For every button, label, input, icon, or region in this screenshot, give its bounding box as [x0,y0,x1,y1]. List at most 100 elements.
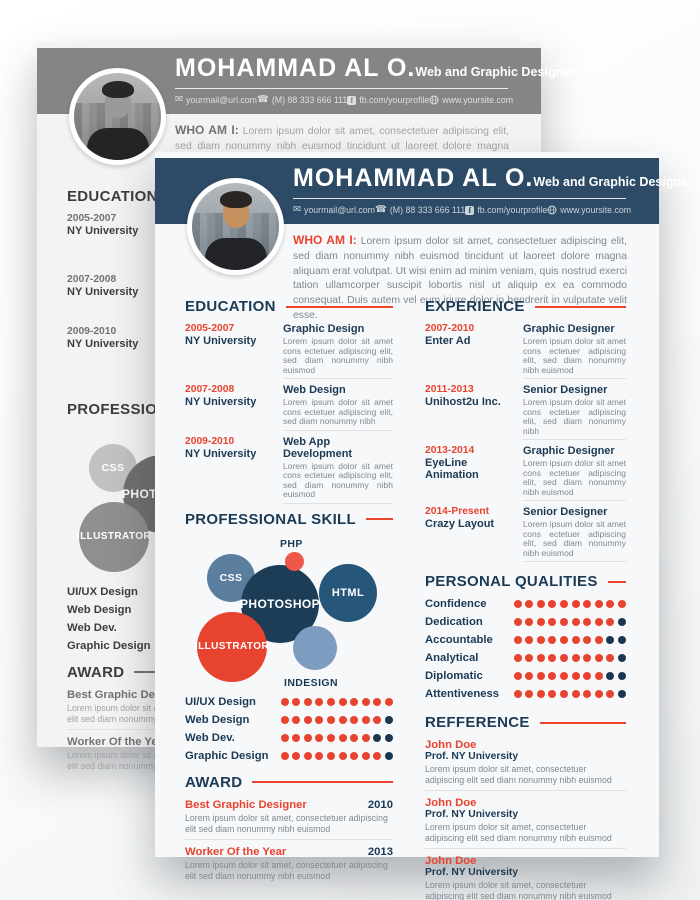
contact-phone: ☎ (M) 88 333 666 111 [375,205,465,215]
experience-years: 2014-Present [425,506,490,518]
education-school: NY University [185,447,257,460]
contact-email-text: yourmail@url.com [185,95,257,105]
quality-dots [513,690,626,699]
candidate-name: MOHAMMAD AL O. [175,54,416,82]
quality-row: Attentiveness [425,688,626,700]
rating-dot-filled [315,715,324,724]
rating-dot-filled [350,733,359,742]
section-rule [534,305,626,308]
rating-dot-filled [571,600,580,609]
education-section-header: EDUCATION [185,298,393,315]
resume-page: MOHAMMAD AL O. Web and Graphic Designer … [155,152,693,900]
award-name: Best Graphic Designer [185,798,307,811]
rating-dot-filled [560,600,569,609]
award-section-header: AWARD [185,774,393,791]
photo-person-shirt [86,128,149,160]
rating-dot-filled [361,733,370,742]
education-years: 2007-2008 [185,384,235,396]
rating-dot-filled [327,733,336,742]
education-school: NY University [185,396,257,409]
rating-dot-filled [583,636,592,645]
photo-person-head [101,80,134,118]
rating-dot-filled [303,697,312,706]
rating-dot-filled [513,636,522,645]
rating-dot-filled [303,751,312,760]
experience-text: Lorem ipsum dolor sit amet cons ectetuer… [523,458,626,497]
header-main: MOHAMMAD AL O. Web and Graphic Designer … [293,164,693,215]
education-school: NY University [67,286,139,299]
rating-dot-empty [385,733,393,742]
rating-dot-filled [513,672,522,681]
skills-title: PROFESSIONAL SKILL [185,510,356,528]
rating-dot-filled [560,636,569,645]
rating-dot-filled [350,715,359,724]
experience-text: Lorem ipsum dolor sit amet cons ectetuer… [523,397,626,436]
experience-position: Senior Designer [523,506,608,519]
experience-entry: 2007-2010 Enter Ad Graphic Designer Lore… [425,323,626,384]
rating-dot-filled [583,618,592,627]
contact-email: ✉ yourmail@url.com [293,205,375,215]
skill-rating-row: Graphic Design [185,750,393,762]
quality-dots [513,618,626,627]
section-rule [607,580,626,583]
rating-dot-filled [594,690,603,699]
rating-dot-filled [583,654,592,663]
contact-phone-text: (M) 88 333 666 111 [389,205,466,215]
rating-dot-filled [594,636,603,645]
reference-section-header: REFFERENCE [425,714,626,731]
quality-row: Accountable [425,634,626,646]
skill-bubble-php [285,551,304,571]
contact-facebook-text: fb.com/yourprofile [477,205,548,215]
rating-dot-filled [513,600,522,609]
education-degree: Web App Development [283,435,353,460]
quality-row: Confidence [425,598,626,610]
experience-company: EyeLine Animation [425,457,479,482]
experience-position: Graphic Designer [523,323,615,335]
rating-dot-filled [385,697,393,706]
facebook-icon: f [347,95,357,105]
rating-dot-filled [280,751,289,760]
rating-dot-filled [373,697,382,706]
reference-name: John Doe [425,797,477,810]
experience-position: Senior Designer [523,384,608,397]
reference-entry: John Doe Prof. NY University Lorem ipsum… [425,797,626,850]
qualities-section-header: PERSONAL QUALITIES [425,573,626,590]
education-years: 2009-2010 [67,325,117,337]
facebook-icon: f [465,205,475,215]
experience-years: 2007-2010 [425,323,475,334]
skill-bubble-illustrator: ILLUSTRATOR [195,611,269,682]
rating-dot-filled [292,715,301,724]
rating-dot-filled [373,751,382,760]
rating-dot-filled [571,690,580,699]
rating-dot-filled [548,600,557,609]
experience-section-header: EXPERIENCE [425,298,626,315]
education-school: NY University [67,337,139,350]
globe-icon [547,205,557,215]
rating-dot-filled [594,618,603,627]
skill-bubble-html: HTML [319,563,377,622]
skill-rating-dots [280,751,393,760]
education-years: 2007-2008 [67,274,117,286]
reference-entry: John Doe Prof. NY University Lorem ipsum… [425,855,626,900]
experience-position: Graphic Designer [523,445,615,458]
header-divider [293,198,626,199]
education-school: NY University [67,225,139,237]
rating-dot-filled [548,672,557,681]
left-column: EDUCATION 2005-2007 NY University Graphi… [185,298,393,892]
quality-label: Diplomatic [425,670,483,683]
rating-dot-filled [280,697,289,706]
contact-website-text: www.yoursite.com [560,205,632,215]
about-label: WHO AM I: [175,123,239,137]
reference-text: Lorem ipsum dolor sit amet, consectetuer… [425,880,612,900]
rating-dot-filled [525,690,534,699]
rating-dot-filled [292,697,301,706]
rating-dot-filled [303,733,312,742]
photo-person-shirt [204,238,267,270]
mail-icon: ✉ [175,94,183,106]
skill-rating-dots [280,715,393,724]
rating-dot-filled [525,636,534,645]
quality-dots [513,654,626,663]
experience-company: Crazy Layout [425,518,495,531]
experience-company: Enter Ad [425,335,471,347]
